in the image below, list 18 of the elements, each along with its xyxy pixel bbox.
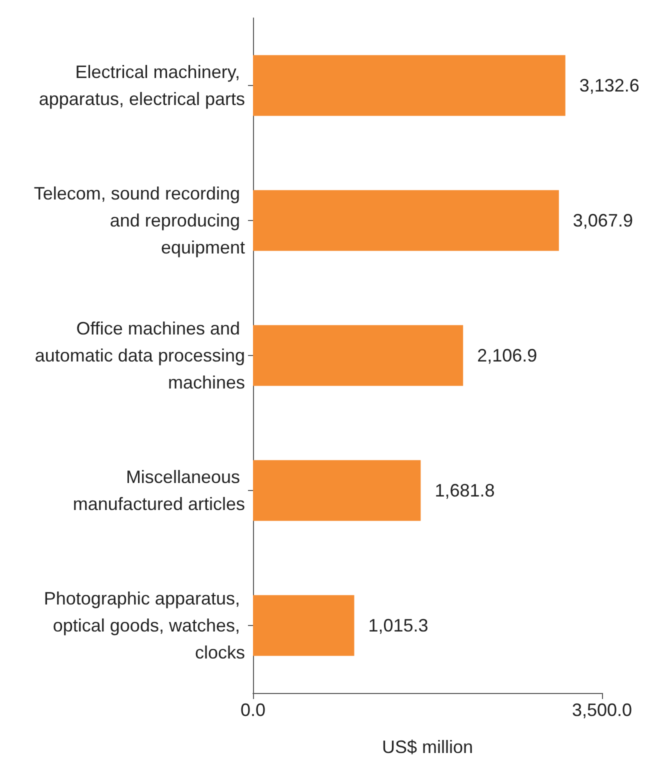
x-axis-title: US$ million	[382, 737, 474, 757]
bar	[253, 595, 354, 656]
y-tick-label: Telecom, sound recording and reproducing equipment	[34, 184, 245, 258]
x-tick-label: 3,500.0	[572, 700, 632, 720]
data-label: 3,132.6	[579, 76, 640, 96]
bar	[253, 460, 421, 521]
x-tick-label: 0.0	[240, 700, 266, 720]
bar	[253, 325, 464, 386]
data-label: 3,067.9	[572, 210, 633, 230]
bar	[253, 190, 559, 251]
data-label: 1,015.3	[368, 616, 428, 636]
y-tick-label: Office machines and automatic data processing machines	[34, 318, 245, 392]
y-tick-label: Miscellaneous manufactured articles	[72, 467, 245, 514]
y-tick-label: Photographic apparatus, optical goods, watches, clocks	[44, 588, 245, 662]
data-label: 2,106.9	[477, 346, 538, 366]
bar	[253, 55, 566, 116]
data-label: 1,681.8	[434, 480, 495, 500]
y-tick-label: Electrical machinery, apparatus, electrical parts	[38, 62, 245, 109]
